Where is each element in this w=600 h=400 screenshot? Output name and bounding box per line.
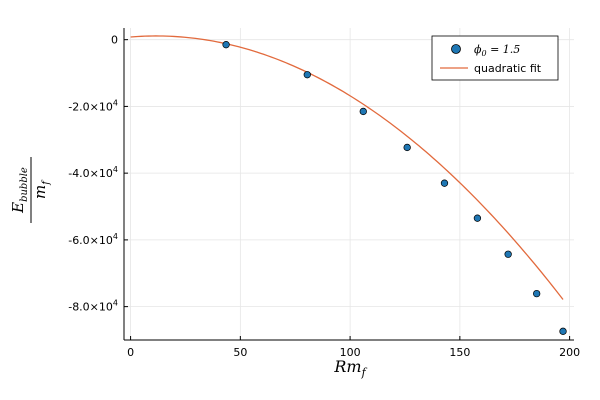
y-axis-ticks: 0-2.0×104-4.0×104-6.0×104-8.0×104 xyxy=(68,34,128,314)
y-tick-label: -4.0×104 xyxy=(68,165,118,180)
y-axis-label-den-sub: f xyxy=(41,179,52,186)
y-axis-label-den-main: m xyxy=(31,185,49,199)
x-axis-label: Rmf xyxy=(333,357,367,379)
y-axis-label-num-sub: bubble xyxy=(19,167,30,202)
x-tick-label: 150 xyxy=(449,346,470,359)
legend: ϕ0 = 1.5 quadratic fit xyxy=(431,35,559,81)
data-point xyxy=(403,143,411,152)
data-point xyxy=(473,214,482,222)
legend-scatter-name: ϕ xyxy=(474,43,482,56)
y-tick-label: 0 xyxy=(111,34,118,47)
x-tick-label: 100 xyxy=(340,346,361,359)
y-tick-label-mantissa: -4.0×10 xyxy=(68,167,113,180)
y-tick-label: -6.0×104 xyxy=(68,232,118,247)
axes-frame xyxy=(123,28,574,341)
y-axis-label-num-main: E xyxy=(9,202,27,214)
scatter-series xyxy=(222,41,567,335)
data-point xyxy=(559,327,567,335)
data-point xyxy=(222,41,230,49)
y-axis-label: Ebubble mf xyxy=(9,157,52,223)
x-tick-label: 0 xyxy=(127,346,134,359)
x-axis-label-main: Rm xyxy=(333,357,361,376)
y-axis-label-denominator: mf xyxy=(31,179,52,199)
legend-entry-line: quadratic fit xyxy=(474,62,542,75)
x-tick-label: 200 xyxy=(559,346,580,359)
legend-box xyxy=(431,35,559,81)
y-tick-label-exponent: 4 xyxy=(113,299,118,308)
y-tick-label-exponent: 4 xyxy=(113,165,118,174)
y-tick-label-exponent: 4 xyxy=(113,98,118,107)
legend-scatter-suffix: = 1.5 xyxy=(487,43,521,56)
data-point xyxy=(533,289,541,298)
data-point xyxy=(504,250,512,258)
fit-line-series xyxy=(130,35,564,300)
data-point xyxy=(359,107,367,116)
y-axis-label-numerator: Ebubble xyxy=(9,167,30,214)
x-axis-ticks: 0 50 100 150 200 xyxy=(127,336,580,359)
x-tick-label: 50 xyxy=(233,346,247,359)
y-tick-label-mantissa: -8.0×10 xyxy=(68,301,113,314)
data-point xyxy=(303,71,311,79)
data-point xyxy=(440,179,449,187)
y-tick-label-exponent: 4 xyxy=(113,232,118,241)
fit-line-path xyxy=(130,35,564,300)
y-tick-label: -8.0×104 xyxy=(68,299,118,314)
y-tick-label-mantissa: -6.0×10 xyxy=(68,234,113,247)
grid xyxy=(124,28,574,340)
x-axis-label-sub: f xyxy=(361,366,368,379)
legend-scatter-sub: 0 xyxy=(482,49,487,58)
y-tick-label-mantissa: -2.0×10 xyxy=(68,100,113,113)
legend-marker-scatter xyxy=(451,44,461,54)
y-tick-label: -2.0×104 xyxy=(68,98,118,113)
legend-entry-scatter: ϕ0 = 1.5 xyxy=(474,43,520,58)
